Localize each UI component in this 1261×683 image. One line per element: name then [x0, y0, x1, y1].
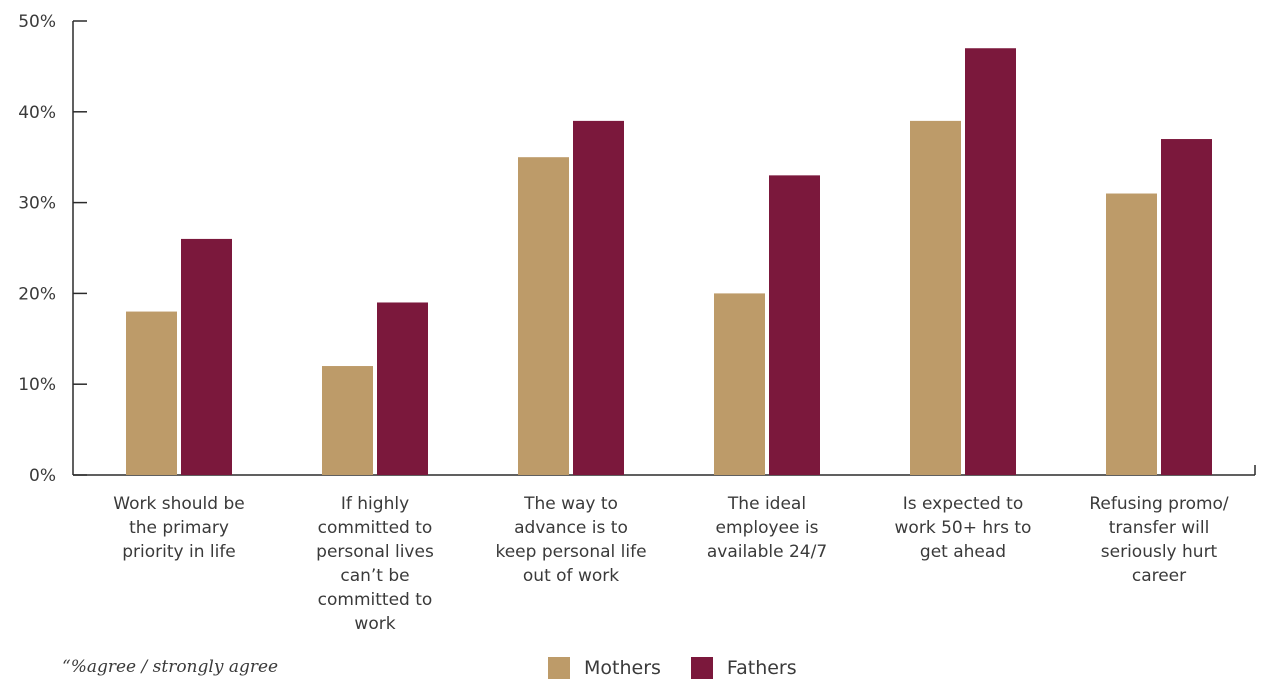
bar-fathers [377, 302, 428, 475]
bar-mothers [518, 157, 569, 475]
x-category-label-line: can’t be [340, 566, 409, 586]
legend-swatch-mothers [548, 657, 570, 679]
x-category-label-line: committed to [318, 590, 433, 610]
legend-label-fathers: Fathers [726, 657, 797, 679]
x-category-label-line: priority in life [122, 542, 236, 562]
y-axis-tick-labels: 0% 10% 20% 30% 40% 50% [18, 12, 56, 486]
x-category-label-line: keep personal life [495, 542, 646, 562]
x-category-label-line: Work should be [113, 494, 244, 514]
footnote: “%agree / strongly agree [62, 657, 279, 677]
bar-fathers [573, 120, 624, 475]
x-category-label: The way to advance is to keep personal lif… [495, 494, 646, 586]
y-tick-label: 10% [18, 375, 56, 395]
x-category-label-line: get ahead [920, 542, 1006, 562]
bar-chart: 0% 10% 20% 30% 40% 50% Work should be the prim… [18, 12, 1256, 634]
x-category-label-line: the primary [129, 518, 229, 538]
y-tick-label: 20% [18, 284, 56, 304]
x-category-label: Refusing promo/transfer will seriously hu… [1089, 494, 1229, 586]
bar-fathers [1161, 139, 1212, 476]
bar-mothers [1106, 193, 1157, 475]
x-category-label-line: The ideal [727, 494, 806, 514]
x-axis-category-labels: Work should be the primary priority in lif… [113, 494, 1229, 634]
x-category-label-line: transfer will [1109, 518, 1210, 538]
bar-mothers [322, 366, 373, 475]
bar-mothers [910, 120, 961, 475]
x-category-label-line: work [354, 614, 395, 634]
chart-bars [126, 48, 1212, 476]
legend-item-mothers: Mothers [548, 657, 661, 679]
x-category-label-line: advance is to [514, 518, 628, 538]
legend-label-mothers: Mothers [584, 657, 661, 679]
x-category-label-line: If highly [341, 494, 409, 514]
x-category-label-line: The way to [523, 494, 618, 514]
chart-axes [72, 20, 1256, 476]
y-tick-label: 0% [29, 466, 56, 486]
x-category-label-line: career [1132, 566, 1186, 586]
x-category-label: Is expected to work 50+ hrs to get ahead [895, 494, 1032, 562]
legend-item-fathers: Fathers [690, 657, 797, 679]
x-category-label-line: committed to [318, 518, 433, 538]
y-tick-label: 50% [18, 12, 56, 32]
x-category-label-line: seriously hurt [1101, 542, 1218, 562]
bar-fathers [965, 48, 1016, 476]
x-category-label: The ideal employee is available 24/7 [707, 494, 827, 562]
x-category-label-line: Refusing promo/ [1089, 494, 1229, 514]
bar-mothers [714, 293, 765, 475]
bar-mothers [126, 311, 177, 475]
legend: Mothers Fathers [548, 657, 827, 679]
legend-swatch-fathers [690, 657, 713, 679]
x-category-label: Work should be the primary priority in lif… [113, 494, 244, 562]
x-category-label-line: work 50+ hrs to [895, 518, 1032, 538]
x-category-label-line: employee is [716, 518, 819, 538]
x-category-label: If highly committed to personal lives can’t… [316, 494, 434, 634]
y-tick-label: 40% [18, 103, 56, 123]
bar-fathers [181, 238, 232, 475]
x-category-label-line: personal lives [316, 542, 434, 562]
y-tick-label: 30% [18, 194, 56, 214]
x-category-label-line: Is expected to [903, 494, 1023, 514]
bar-fathers [769, 175, 820, 476]
x-category-label-line: available 24/7 [707, 542, 827, 562]
x-category-label-line: out of work [523, 566, 619, 586]
